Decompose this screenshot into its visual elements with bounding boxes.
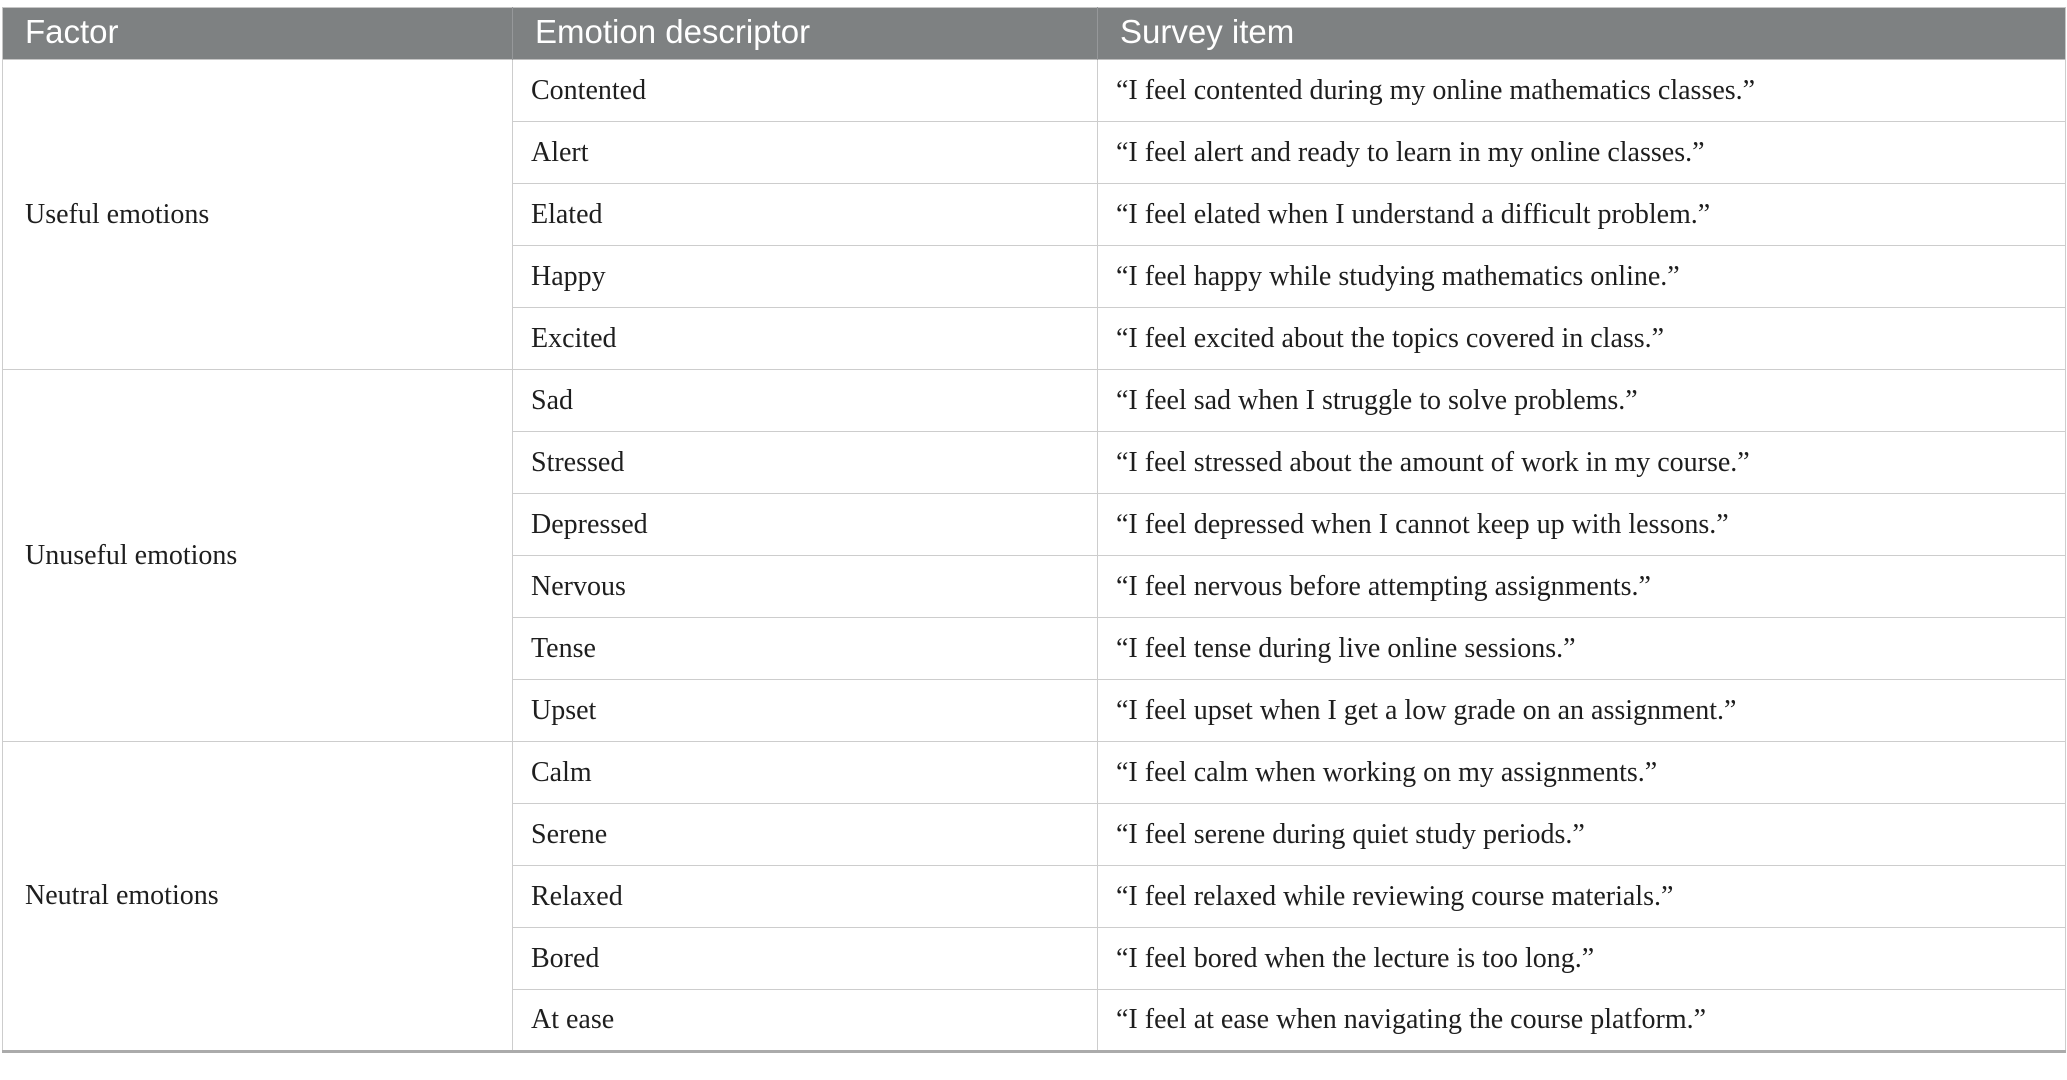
survey-item-cell: “I feel relaxed while reviewing course m… [1097,865,2066,928]
table-row: Nervous “I feel nervous before attemptin… [3,555,2066,618]
column-header-survey-item: Survey item [1097,7,2066,60]
emotion-descriptor-cell: At ease [512,989,1098,1052]
table-row: Serene “I feel serene during quiet study… [3,803,2066,866]
header-row: Factor Emotion descriptor Survey item [2,7,2066,60]
emotion-descriptor-cell: Relaxed [512,865,1098,928]
survey-item-cell: “I feel contented during my online mathe… [1097,59,2066,122]
table-row: Depressed “I feel depressed when I canno… [3,493,2066,556]
survey-item-cell: “I feel depressed when I cannot keep up … [1097,493,2066,556]
survey-item-cell: “I feel excited about the topics covered… [1097,307,2066,370]
survey-item-cell: “I feel calm when working on my assignme… [1097,741,2066,804]
emotion-descriptor-cell: Stressed [512,431,1098,494]
column-header-factor: Factor [2,7,513,60]
table-row: Useful emotions Contented “I feel conten… [2,59,2066,370]
survey-item-cell: “I feel at ease when navigating the cour… [1097,989,2066,1052]
factor-cell-unuseful: Unuseful emotions [2,369,513,742]
emotion-descriptor-cell: Tense [512,617,1098,680]
emotion-descriptor-cell: Calm [512,741,1098,804]
emotion-descriptor-cell: Nervous [512,555,1098,618]
table-row: Relaxed “I feel relaxed while reviewing … [3,865,2066,928]
survey-item-cell: “I feel elated when I understand a diffi… [1097,183,2066,246]
survey-item-cell: “I feel upset when I get a low grade on … [1097,679,2066,742]
emotion-descriptor-cell: Depressed [512,493,1098,556]
survey-item-cell: “I feel bored when the lecture is too lo… [1097,927,2066,990]
survey-item-cell: “I feel happy while studying mathematics… [1097,245,2066,308]
table-row: Tense “I feel tense during live online s… [3,617,2066,680]
emotion-descriptor-cell: Elated [512,183,1098,246]
survey-item-cell: “I feel alert and ready to learn in my o… [1097,121,2066,184]
survey-item-cell: “I feel nervous before attempting assign… [1097,555,2066,618]
table-row: Unuseful emotions Sad “I feel sad when I… [2,369,2066,742]
table-row: Neutral emotions Calm “I feel calm when … [2,741,2066,1052]
emotion-descriptor-cell: Sad [512,369,1098,432]
column-header-emotion-descriptor: Emotion descriptor [512,7,1098,60]
emotion-descriptor-cell: Contented [512,59,1098,122]
survey-items-table: Factor Emotion descriptor Survey item Us… [2,7,2066,1053]
factor-cell-neutral: Neutral emotions [2,741,513,1052]
table-row: At ease “I feel at ease when navigating … [3,989,2066,1052]
table-row: Happy “I feel happy while studying mathe… [3,245,2066,308]
page: Factor Emotion descriptor Survey item Us… [0,7,2067,1080]
emotion-descriptor-cell: Bored [512,927,1098,990]
factor-cell-useful: Useful emotions [2,59,513,370]
emotion-descriptor-cell: Excited [512,307,1098,370]
emotion-descriptor-cell: Serene [512,803,1098,866]
survey-item-cell: “I feel serene during quiet study period… [1097,803,2066,866]
survey-item-cell: “I feel sad when I struggle to solve pro… [1097,369,2066,432]
survey-item-cell: “I feel tense during live online session… [1097,617,2066,680]
table-row: Stressed “I feel stressed about the amou… [3,431,2066,494]
table-row: Upset “I feel upset when I get a low gra… [3,679,2066,742]
table-row: Bored “I feel bored when the lecture is … [3,927,2066,990]
table-row: Alert “I feel alert and ready to learn i… [3,121,2066,184]
emotion-descriptor-cell: Happy [512,245,1098,308]
emotion-descriptor-cell: Upset [512,679,1098,742]
emotion-descriptor-cell: Alert [512,121,1098,184]
survey-item-cell: “I feel stressed about the amount of wor… [1097,431,2066,494]
